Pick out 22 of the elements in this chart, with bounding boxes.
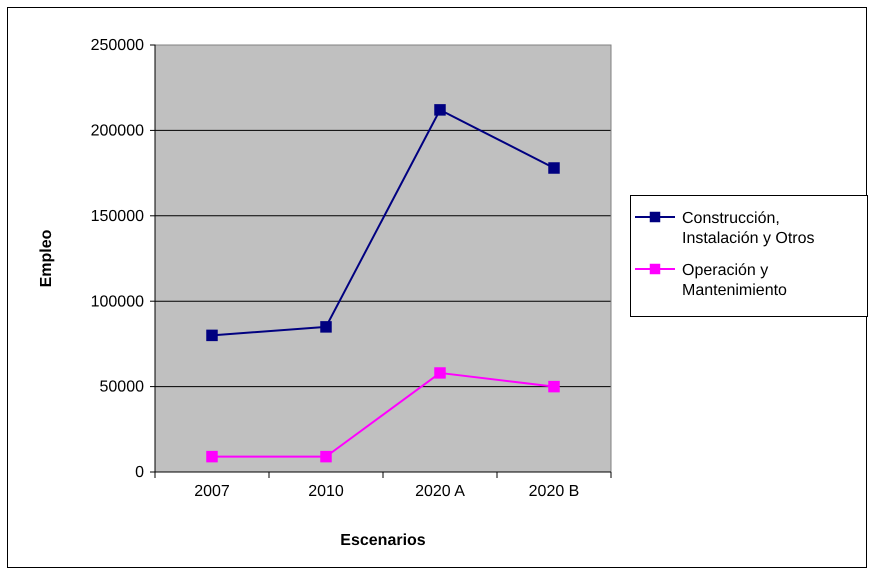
x-tick-label: 2007: [194, 482, 230, 500]
y-axis-title: Empleo: [38, 229, 55, 288]
y-tick-label: 0: [135, 464, 144, 482]
x-tick-label: 2020 B: [528, 482, 580, 500]
point: [206, 450, 218, 462]
x-tick-label: 2010: [308, 482, 344, 500]
x-tick-label: 2020 A: [415, 482, 466, 500]
point: [434, 367, 446, 379]
point: [548, 162, 560, 174]
y-tick-label: 150000: [90, 208, 144, 225]
point: [206, 330, 218, 342]
legend-label: Operación y Mantenimiento: [682, 262, 788, 299]
x-axis-title: Escenarios: [340, 532, 426, 549]
point: [548, 380, 560, 392]
y-tick-label: 200000: [90, 122, 144, 140]
legend-label: Construcción, Instalación y Otros: [682, 210, 814, 247]
point: [320, 321, 332, 333]
y-tick-label: 100000: [90, 293, 144, 310]
point: [434, 104, 446, 116]
y-tick-label: 50000: [100, 378, 144, 396]
point: [320, 450, 332, 462]
y-tick-label: 250000: [90, 37, 144, 54]
